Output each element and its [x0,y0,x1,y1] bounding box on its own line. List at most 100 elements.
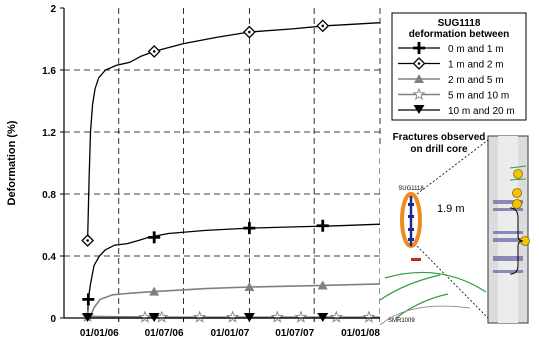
neighbour-label: SMR1009 [388,318,415,324]
data-point [242,25,256,39]
legend-label: 0 m and 1 m [448,44,504,55]
legend: SUG1118 deformation between 0 m and 1 m 1… [391,12,527,121]
x-tick-label: 01/07/07 [275,328,314,339]
diamond-dot [86,239,89,242]
core-line [509,178,527,181]
x-tick-label: 01/01/07 [210,328,249,339]
star-marker [226,310,240,323]
inset-title-line1: Fractures observed [393,132,486,143]
triangle-down-marker [82,313,94,322]
data-point [329,310,343,323]
fracture-bracket [509,207,524,275]
data-point [316,219,329,232]
series-line [86,22,381,241]
data-point [193,310,207,323]
triangle-down-marker [243,313,255,322]
legend-items: 0 m and 1 m 1 m and 2 m 2 m and 5 m 5 m and… [398,42,515,117]
link-line [416,245,489,319]
y-tick-label: 0.8 [42,190,56,201]
x-tick-label: 01/07/06 [145,328,184,339]
y-tick-label: 1.6 [42,66,56,77]
y-tick-label: 0.4 [42,252,56,263]
data-point [226,310,240,323]
series-line [87,283,381,319]
inset-title-line2: on drill core [410,144,468,155]
data-point [317,313,329,322]
series-line [87,315,380,319]
diamond-dot [152,50,156,53]
core-line [509,165,527,169]
ground-outline [379,305,471,326]
star-marker [138,310,152,323]
data-point [149,286,160,296]
borehole-label: SUG1118 [398,186,424,192]
y-axis-title: Deformation (%) [6,120,18,205]
data-point [243,313,255,322]
data-point [82,313,94,322]
series-line [86,223,381,319]
legend-label: 10 m and 20 m [448,106,515,117]
fault-line [384,271,487,293]
link-line [416,139,489,195]
data-point [243,222,256,235]
data-point [81,234,95,247]
legend-label: 5 m and 10 m [448,91,509,102]
legend-marker [414,74,424,83]
plus-marker [82,293,95,306]
triangle-up-marker [414,74,424,83]
legend-title-line2: deformation between [409,29,510,40]
plus-marker [413,42,425,54]
fault-line [395,293,449,319]
legend-marker [413,105,425,114]
plus-marker [243,222,256,235]
triangle-up-marker [244,282,255,291]
triangle-down-marker [413,105,425,114]
plus-marker [316,219,329,232]
diamond-dot [321,24,325,28]
star-marker [412,87,426,100]
data-point [362,310,376,323]
x-tick-label: 01/01/08 [341,328,380,339]
x-tick-label: 01/01/06 [80,328,119,339]
data-point [138,310,152,323]
red-marker [411,258,421,261]
fracture-circle-icon [512,169,530,246]
y-tick-label: 0 [50,314,56,325]
diamond-dot [417,62,421,65]
triangle-up-marker [149,286,160,296]
legend-label: 1 m and 2 m [448,60,504,71]
legend-title-line1: SUG1118 [438,18,481,29]
star-marker [329,310,343,323]
triangle-up-marker [317,280,328,290]
triangle-down-marker [317,313,329,322]
legend-label: 2 m and 5 m [448,75,504,86]
legend-marker [412,57,426,70]
data-point [294,310,308,323]
legend-box [391,12,527,121]
data-point [147,44,161,58]
plot-area: 0 0.4 0.8 1.2 1.6 2 01/01/06 01/07/06 01/01/07 01… [42,4,381,339]
fault-line [379,274,441,301]
star-marker [193,310,207,323]
core-fracture-bands [493,200,523,273]
drill-core-inset: Fractures observed on drill core SUG1118… [379,132,539,326]
data-point [270,310,284,323]
plus-marker [148,231,161,244]
triangle-down-marker [148,313,160,322]
star-marker [270,310,284,323]
diamond-dot [248,30,251,34]
data-point [244,282,255,291]
legend-marker [413,42,425,54]
y-tick-label: 2 [50,4,56,15]
y-tick-label: 1.2 [42,128,56,139]
star-marker [362,310,376,323]
data-point [82,293,95,306]
star-marker [294,310,308,323]
borehole-sensors [408,203,414,241]
data-point [148,231,161,244]
data-point [148,313,160,322]
drill-core-center [498,136,518,323]
legend-marker [412,87,426,100]
data-point [317,280,328,290]
